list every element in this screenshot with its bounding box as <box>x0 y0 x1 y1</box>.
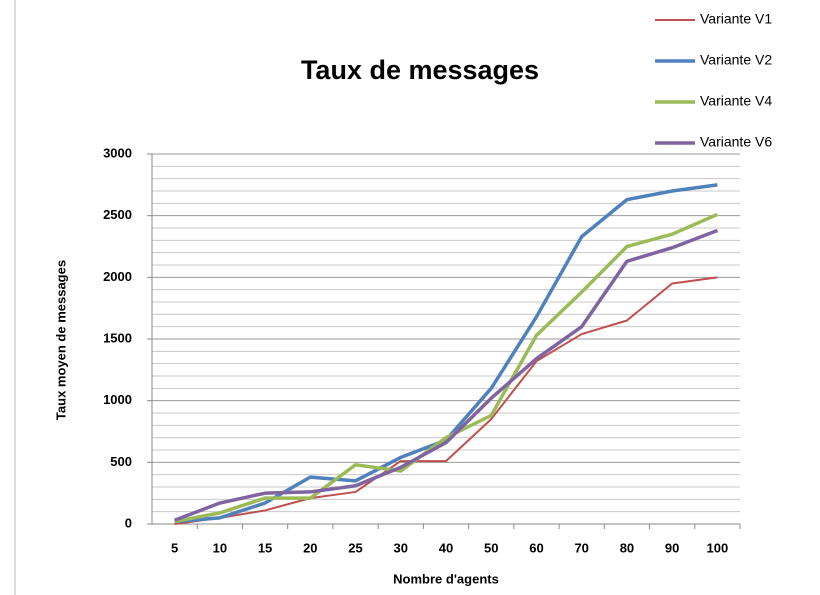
x-tick-label: 10 <box>213 540 227 555</box>
x-tick-label: 100 <box>707 540 729 555</box>
y-tick-label: 3000 <box>103 145 132 160</box>
series-line <box>174 212 719 524</box>
legend-label: Variante V6 <box>700 134 772 150</box>
x-tick-label: 15 <box>258 540 272 555</box>
series-line <box>174 183 718 524</box>
x-tick-label: 70 <box>574 540 588 555</box>
series-line <box>173 228 719 522</box>
x-axis-label: Nombre d'agents <box>393 571 499 586</box>
legend-label: Variante V2 <box>700 52 772 68</box>
x-tick-label: 20 <box>303 540 317 555</box>
x-tick-label: 5 <box>171 540 178 555</box>
y-tick-label: 2000 <box>103 269 132 284</box>
x-tick-label: 30 <box>394 540 408 555</box>
y-tick-label: 500 <box>110 454 132 469</box>
x-tick-label: 40 <box>439 540 453 555</box>
series-line <box>174 276 718 525</box>
x-tick-label: 25 <box>348 540 362 555</box>
legend-label: Variante V4 <box>700 93 772 109</box>
y-tick-label: 1500 <box>103 330 132 345</box>
chart-title: Taux de messages <box>301 55 539 85</box>
legend-label: Variante V1 <box>700 11 772 27</box>
y-axis-label: Taux moyen de messages <box>53 260 68 420</box>
x-tick-label: 80 <box>620 540 634 555</box>
x-tick-label: 90 <box>665 540 679 555</box>
y-tick-label: 2500 <box>103 207 132 222</box>
y-tick-label: 0 <box>125 515 132 530</box>
x-tick-label: 50 <box>484 540 498 555</box>
y-tick-label: 1000 <box>103 392 132 407</box>
x-tick-label: 60 <box>529 540 543 555</box>
